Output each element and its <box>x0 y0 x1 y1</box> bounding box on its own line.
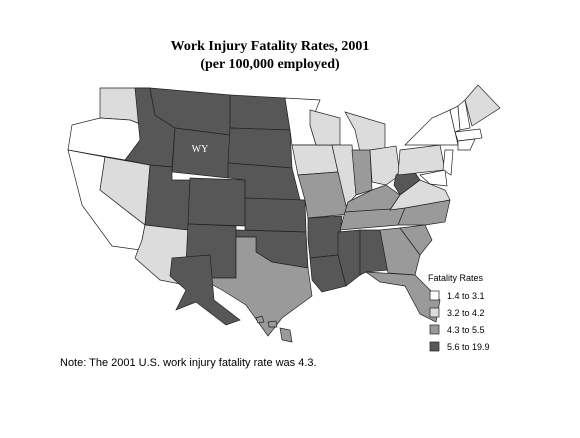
state <box>229 94 291 131</box>
state <box>457 99 471 131</box>
state <box>291 144 339 176</box>
state <box>297 171 351 219</box>
state <box>364 271 441 323</box>
states <box>67 84 501 343</box>
state <box>227 127 293 169</box>
state <box>337 229 361 287</box>
state <box>397 199 451 226</box>
state <box>279 327 293 343</box>
legend-label: 1.4 to 3.1 <box>447 291 485 301</box>
state <box>307 215 343 259</box>
state <box>442 149 454 176</box>
legend: 1.4 to 3.1 3.2 to 4.2 4.3 to 5.5 5.6 to 19.… <box>429 290 490 352</box>
state <box>369 145 401 186</box>
state <box>144 164 191 231</box>
state <box>399 224 433 256</box>
state <box>404 109 459 146</box>
state <box>457 138 476 151</box>
state <box>419 169 448 187</box>
legend-swatch <box>429 290 440 301</box>
state <box>309 254 347 293</box>
state <box>454 128 483 142</box>
state <box>379 227 421 276</box>
state <box>359 229 389 276</box>
legend-label: 4.3 to 5.5 <box>447 325 485 335</box>
state <box>267 320 278 328</box>
legend-swatch <box>429 341 440 352</box>
state <box>397 144 446 176</box>
legend-swatch <box>429 324 440 335</box>
state <box>187 177 246 227</box>
legend-label: 3.2 to 4.2 <box>447 308 485 318</box>
map-subtitle: (per 100,000 employed) <box>200 57 340 72</box>
legend-title: Fatality Rates <box>428 273 484 283</box>
legend-label: 5.6 to 19.9 <box>447 342 490 352</box>
map-title: Work Injury Fatality Rates, 2001 <box>171 39 370 54</box>
state-label: WY <box>192 144 209 155</box>
state <box>255 315 265 324</box>
state <box>464 84 501 127</box>
state <box>309 109 341 146</box>
state <box>169 254 241 326</box>
state <box>244 197 307 233</box>
note: Note: The 2001 U.S. work injury fatality… <box>60 357 317 369</box>
legend-swatch <box>429 307 440 318</box>
